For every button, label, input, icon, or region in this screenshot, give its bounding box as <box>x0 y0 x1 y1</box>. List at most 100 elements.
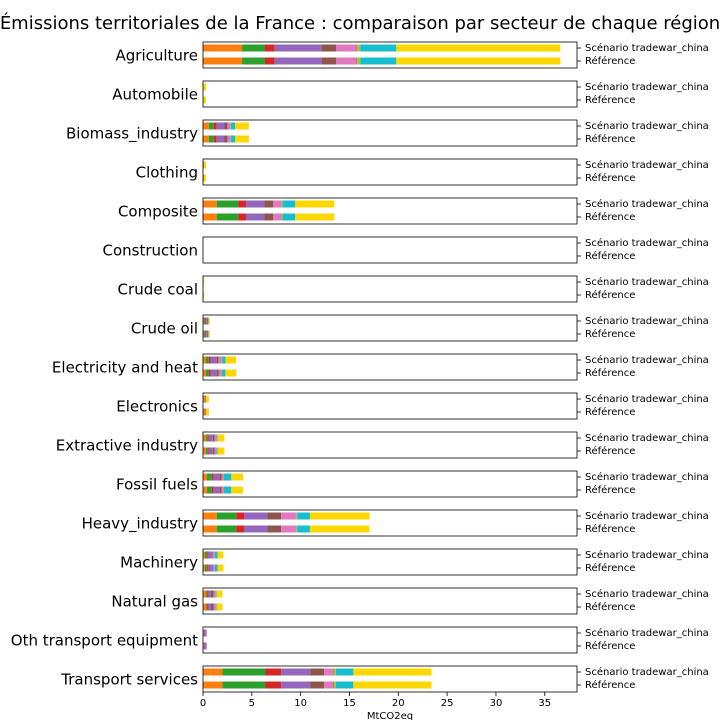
bar-segment <box>206 591 207 598</box>
bar-segment <box>203 123 209 130</box>
bar-label: Scénario tradewar_china <box>585 549 709 561</box>
bar-segment <box>205 396 206 403</box>
bar-label: Référence <box>585 328 635 340</box>
bar-segment <box>215 435 217 442</box>
bar-segment <box>218 552 224 559</box>
bar-segment <box>224 123 227 130</box>
bar-segment <box>207 318 208 325</box>
bar-label: Scénario tradewar_china <box>585 81 709 93</box>
bar-segment <box>212 474 214 481</box>
bar-segment <box>296 526 297 533</box>
bar-segment <box>333 682 334 689</box>
bar-segment <box>310 682 324 689</box>
bar-label: Scénario tradewar_china <box>585 588 709 600</box>
bar-segment <box>222 370 225 377</box>
bar-segment <box>209 136 214 143</box>
x-axis-label: MtCO2eq <box>367 711 413 720</box>
bar-segment <box>203 526 217 533</box>
bar-segment <box>203 487 207 494</box>
bar-segment <box>204 643 206 650</box>
bar-segment <box>231 123 235 130</box>
x-tick-label: 10 <box>294 698 307 709</box>
bar-segment <box>214 123 217 130</box>
bar-segment <box>217 435 218 442</box>
bar-segment <box>265 669 281 676</box>
bar-segment <box>206 409 209 416</box>
bar-segment <box>203 357 206 364</box>
bar-label: Scénario tradewar_china <box>585 393 709 405</box>
bar-segment <box>203 97 205 104</box>
bar-label: Référence <box>585 406 635 418</box>
bar-label: Scénario tradewar_china <box>585 159 709 171</box>
bar-label: Référence <box>585 289 635 301</box>
bar-segment <box>223 682 266 689</box>
bar-segment <box>217 136 225 143</box>
bar-segment <box>211 604 214 611</box>
bar-segment <box>213 448 215 455</box>
bar-segment <box>203 604 206 611</box>
bar-segment <box>231 474 243 481</box>
bar-segment <box>217 357 219 364</box>
bar-segment <box>227 136 230 143</box>
bar-segment <box>324 669 333 676</box>
chart-title: Émissions territoriales de la France : c… <box>0 12 720 34</box>
x-tick-label: 15 <box>343 698 356 709</box>
bar-segment <box>219 370 222 377</box>
bar-segment <box>217 526 237 533</box>
bar-segment <box>231 136 235 143</box>
bar-segment <box>246 214 265 221</box>
bar-segment <box>217 123 225 130</box>
bar-segment <box>238 201 246 208</box>
bar-segment <box>360 45 396 52</box>
bar-segment <box>353 682 431 689</box>
bar-segment <box>215 448 217 455</box>
panel-label: Fossil fuels <box>116 476 198 494</box>
panel-frame <box>203 471 577 497</box>
bar-segment <box>212 565 213 572</box>
bar-segment <box>215 565 218 572</box>
bar-segment <box>357 58 360 65</box>
bar-label: Référence <box>585 484 635 496</box>
bar-segment <box>203 435 206 442</box>
bar-segment <box>205 318 206 325</box>
bar-segment <box>217 513 237 520</box>
bar-label: Scénario tradewar_china <box>585 237 709 249</box>
bar-segment <box>204 630 206 637</box>
panel-frame <box>203 237 577 263</box>
panel-frame <box>203 393 577 419</box>
bar-segment <box>203 669 223 676</box>
bar-segment <box>205 409 206 416</box>
bar-segment <box>217 201 238 208</box>
bar-segment <box>206 448 208 455</box>
panel-frame <box>203 315 577 341</box>
bar-label: Scénario tradewar_china <box>585 510 709 522</box>
bar-segment <box>206 370 209 377</box>
bar-segment <box>246 201 265 208</box>
bar-label: Référence <box>585 94 635 106</box>
bar-segment <box>235 136 249 143</box>
bar-segment <box>203 136 209 143</box>
bar-segment <box>242 58 265 65</box>
panel-label: Construction <box>102 242 198 260</box>
bar-label: Scénario tradewar_china <box>585 432 709 444</box>
bar-segment <box>281 669 310 676</box>
bar-segment <box>209 370 211 377</box>
bar-label: Scénario tradewar_china <box>585 666 709 678</box>
bar-segment <box>295 201 334 208</box>
panel-frame <box>203 354 577 380</box>
bar-segment <box>211 370 217 377</box>
bar-segment <box>310 513 370 520</box>
bar-segment <box>203 201 217 208</box>
bar-segment <box>224 487 231 494</box>
bar-segment <box>209 435 213 442</box>
bar-segment <box>357 45 360 52</box>
bar-segment <box>273 201 281 208</box>
bar-segment <box>215 552 218 559</box>
bar-segment <box>203 591 206 598</box>
bar-segment <box>207 474 212 481</box>
panel-label: Electronics <box>116 398 198 416</box>
bar-segment <box>236 526 244 533</box>
panel-label: Extractive industry <box>56 437 198 455</box>
panel-frame <box>203 276 577 302</box>
bar-label: Référence <box>585 250 635 262</box>
